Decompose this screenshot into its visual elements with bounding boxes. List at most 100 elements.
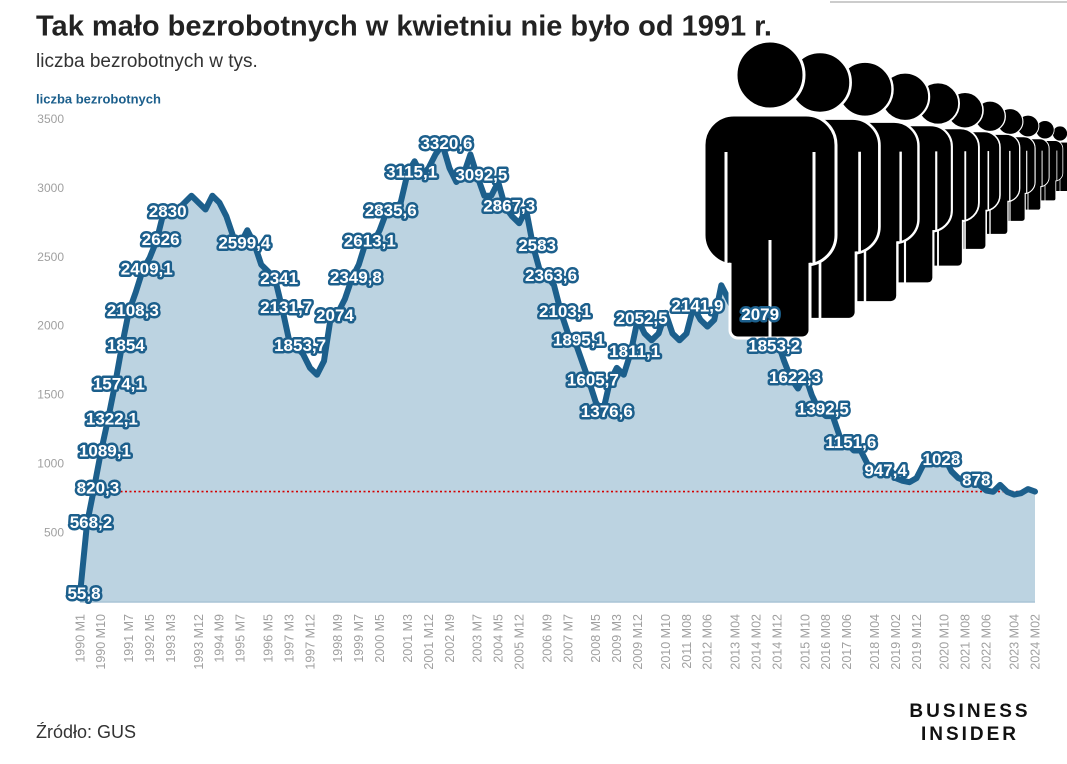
x-tick-label: 2020 M10	[938, 614, 952, 670]
data-label: 2613,1	[344, 232, 396, 251]
data-label: 2599,4	[218, 234, 271, 253]
x-tick-label: 2002 M9	[443, 614, 457, 663]
data-label: 2079	[741, 305, 779, 324]
data-label: 947,4	[864, 461, 907, 480]
data-label: 1376,6	[581, 402, 633, 421]
data-label: 2409,1	[121, 260, 173, 279]
x-tick-label: 2017 M06	[840, 614, 854, 670]
data-label: 1853,2	[748, 336, 800, 355]
x-tick-label: 2023 M04	[1007, 614, 1021, 670]
x-tick-label: 1998 M9	[331, 614, 345, 663]
chart-subtitle: liczba bezrobotnych w tys.	[36, 51, 258, 72]
data-label: 2131,7	[260, 298, 312, 317]
person-head	[1052, 125, 1067, 142]
data-label: 878	[962, 471, 990, 490]
y-tick-label: 500	[44, 525, 64, 539]
x-tick-label: 2004 M5	[491, 614, 505, 663]
data-label: 1854	[107, 336, 145, 355]
x-tick-label: 1993 M3	[164, 614, 178, 663]
data-label: 2626	[142, 230, 180, 249]
data-label: 2341	[260, 269, 298, 288]
x-tick-label: 2019 M12	[910, 614, 924, 670]
x-tick-label: 2011 M08	[680, 614, 694, 669]
data-label: 55,8	[67, 584, 100, 603]
x-tick-label: 2003 M7	[471, 614, 485, 663]
data-label: 820,3	[77, 479, 120, 498]
x-tick-label: 1990 M10	[94, 614, 108, 670]
x-tick-label: 1996 M5	[261, 614, 275, 663]
y-tick-label: 2000	[37, 319, 64, 333]
x-tick-label: 2012 M06	[701, 614, 715, 670]
x-tick-label: 1992 M5	[143, 614, 157, 663]
y-tick-label: 3000	[37, 181, 64, 195]
x-tick-label: 2021 M08	[959, 614, 973, 670]
data-label: 568,2	[70, 513, 113, 532]
data-label: 2363,6	[525, 266, 577, 285]
pictogram	[702, 39, 1067, 340]
plot-area: 500 1000 1500 2000 2500 3000 3500 1990 M1 1990 M…	[37, 112, 1042, 669]
data-label: 2052,5	[616, 309, 668, 328]
area	[80, 144, 1035, 602]
person-head	[734, 39, 806, 111]
data-label: 2867,3	[483, 197, 535, 216]
data-label: 2583	[518, 236, 556, 255]
x-tick-label: 2009 M12	[631, 614, 645, 670]
data-label: 2835,6	[365, 201, 417, 220]
x-tick-label: 1997 M12	[303, 614, 317, 670]
x-tick-label: 2014 M12	[770, 614, 784, 670]
data-label: 1574,1	[93, 375, 145, 394]
logo-line: BUSINESS	[909, 701, 1030, 722]
x-tick-label: 1994 M9	[213, 614, 227, 663]
data-label: 2141,9	[671, 297, 723, 316]
x-tick-label: 2015 M10	[798, 614, 812, 670]
data-label: 2108,3	[107, 301, 159, 320]
y-tick-label: 2500	[37, 250, 64, 264]
data-label: 1811,1	[609, 342, 660, 361]
data-label: 2349,8	[330, 268, 382, 287]
data-label: 1151,6	[825, 433, 876, 452]
x-tick-label: 2005 M12	[512, 614, 526, 670]
chart-title: Tak mało bezrobotnych w kwietniu nie był…	[36, 11, 772, 43]
x-tick-label: 1991 M7	[122, 614, 136, 663]
x-tick-label: 1999 M7	[352, 614, 366, 663]
y-axis-label: liczba bezrobotnych	[36, 91, 161, 106]
x-tick-label: 2019 M02	[889, 614, 903, 670]
y-tick-label: 3500	[37, 112, 64, 126]
data-label: 3092,5	[455, 166, 507, 185]
x-tick-label: 1993 M12	[192, 614, 206, 670]
x-tick-label: 1997 M3	[282, 614, 296, 663]
y-tick-label: 1000	[37, 456, 64, 470]
data-labels: 55,8 568,2 820,3 1089,1 1322,1 1574,1 1854 2108…	[65, 132, 993, 606]
data-label: 1322,1	[86, 409, 138, 428]
x-tick-label: 2008 M5	[589, 614, 603, 663]
data-label: 3115,1	[386, 162, 437, 181]
data-label: 1853,7	[274, 336, 326, 355]
x-tick-label: 2010 M10	[659, 614, 673, 670]
logo-line: INSIDER	[921, 724, 1019, 745]
data-label: 1622,3	[769, 368, 821, 387]
data-label: 2074	[316, 306, 354, 325]
x-tick-label: 2009 M3	[610, 614, 624, 663]
data-label: 1895,1	[553, 331, 605, 350]
person	[702, 39, 838, 340]
x-tick-label: 2018 M04	[868, 614, 882, 670]
x-tick-label: 2001 M12	[422, 614, 436, 670]
x-tick-label: 2016 M08	[819, 614, 833, 670]
x-tick-label: 2013 M04	[729, 614, 743, 670]
line	[77, 141, 1038, 598]
data-label: 1605,7	[567, 370, 619, 389]
data-label: 3320,6	[420, 134, 472, 153]
source: Źródło: GUS	[36, 722, 136, 742]
x-tick-label: 2022 M06	[979, 614, 993, 670]
data-label: 1028	[922, 450, 960, 469]
data-label: 2830	[149, 202, 187, 221]
data-label: 1089,1	[79, 441, 131, 460]
data-label: 2103,1	[539, 302, 591, 321]
x-tick-label: 2007 M7	[561, 614, 575, 663]
y-tick-label: 1500	[37, 388, 64, 402]
x-tick-label: 2024 M02	[1028, 614, 1042, 670]
x-tick-label: 2006 M9	[540, 614, 554, 663]
x-tick-label: 1990 M1	[73, 614, 87, 663]
x-tick-label: 1995 M7	[234, 614, 248, 663]
